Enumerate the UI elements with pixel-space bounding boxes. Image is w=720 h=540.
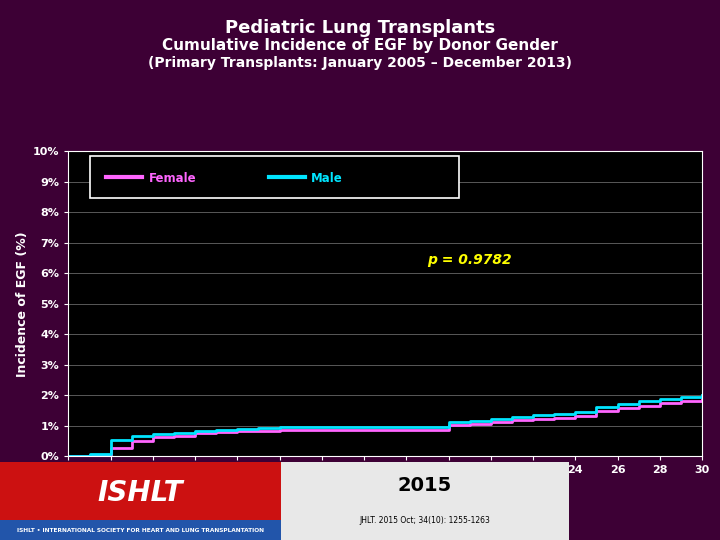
Text: Cumulative Incidence of EGF by Donor Gender: Cumulative Incidence of EGF by Donor Gen…	[162, 38, 558, 53]
Y-axis label: Incidence of EGF (%): Incidence of EGF (%)	[16, 231, 29, 376]
Text: JHLT. 2015 Oct; 34(10): 1255-1263: JHLT. 2015 Oct; 34(10): 1255-1263	[359, 516, 490, 525]
Text: ISHLT • INTERNATIONAL SOCIETY FOR HEART AND LUNG TRANSPLANTATION: ISHLT • INTERNATIONAL SOCIETY FOR HEART …	[17, 528, 264, 533]
Text: Pediatric Lung Transplants: Pediatric Lung Transplants	[225, 19, 495, 37]
Bar	[0, 462, 281, 540]
Bar	[281, 462, 569, 540]
Text: ISHLT: ISHLT	[98, 479, 183, 507]
Text: Female: Female	[148, 172, 197, 185]
Bar	[89, 156, 459, 199]
Text: p = 0.9782: p = 0.9782	[428, 253, 512, 267]
X-axis label: Days: Days	[366, 480, 404, 494]
Bar	[0, 521, 281, 540]
Text: 2015: 2015	[397, 476, 452, 495]
Text: (Primary Transplants: January 2005 – December 2013): (Primary Transplants: January 2005 – Dec…	[148, 56, 572, 70]
Text: Male: Male	[311, 172, 343, 185]
